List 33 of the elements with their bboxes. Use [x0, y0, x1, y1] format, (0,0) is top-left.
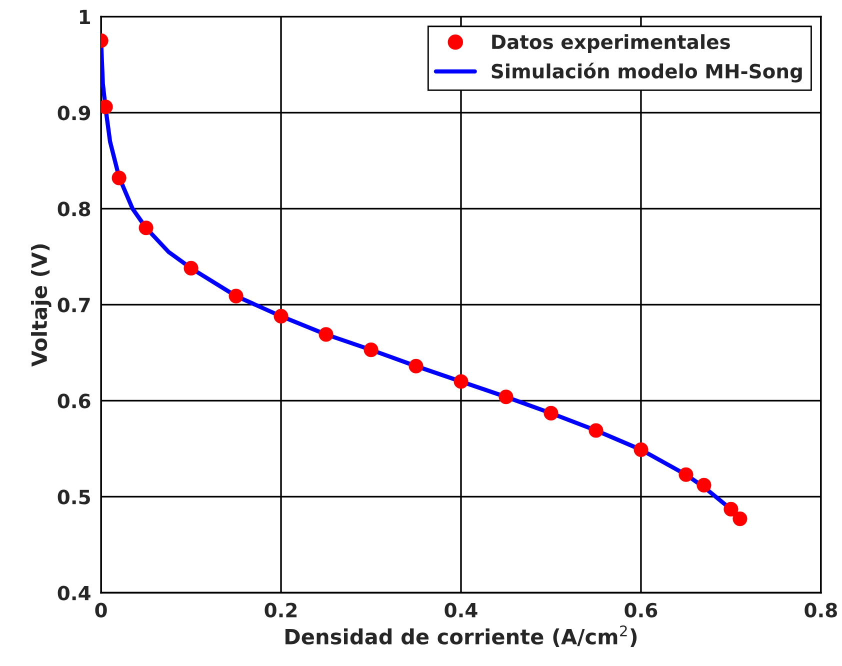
point: [732, 512, 748, 526]
point: [634, 442, 648, 457]
legend-label: Datos experimentales: [492, 34, 730, 53]
point: [228, 288, 244, 304]
point: [588, 423, 604, 438]
x-tick-label: 0.4: [444, 602, 478, 618]
point: [318, 327, 334, 342]
y-tick-label: 0.5: [58, 490, 90, 504]
point: [274, 308, 288, 324]
x-axis-title: Densidad de corriente (A/cm$^{2}$): [286, 625, 637, 647]
y-tick-label: 0.6: [58, 394, 90, 408]
y-tick-label: 0.4: [58, 586, 90, 600]
point: [454, 374, 468, 389]
x-tick-label: 0.6: [624, 602, 658, 618]
point: [184, 260, 198, 276]
y-tick-label: 0.8: [58, 202, 90, 216]
y-axis-title: Voltaje (V): [30, 244, 52, 367]
point: [364, 342, 378, 358]
x-tick-label: 0.2: [264, 602, 297, 618]
point: [696, 478, 712, 492]
point: [724, 502, 738, 516]
point: [408, 358, 424, 374]
point: [138, 220, 154, 236]
y-tick-label: 1: [80, 10, 90, 24]
y-tick-label: 0.9: [58, 106, 90, 120]
legend-label: Simulación modelo MH-Song: [492, 62, 802, 82]
point: [544, 406, 558, 420]
point: [112, 170, 126, 186]
x-tick-label: 0: [95, 602, 107, 618]
point: [498, 390, 514, 404]
point: [678, 467, 694, 482]
x-tick-label: 0.8: [804, 602, 837, 618]
y-tick-label: 0.7: [58, 298, 90, 312]
